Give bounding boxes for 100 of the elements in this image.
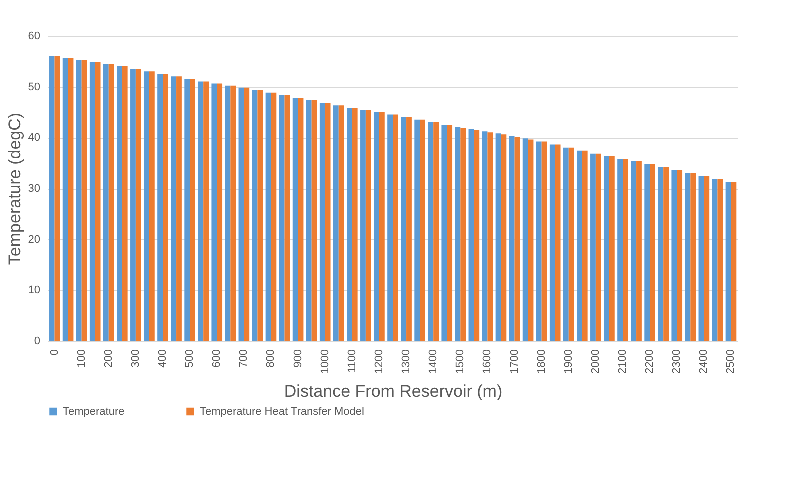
bar [590,154,596,341]
bar [726,182,732,341]
x-tick-label: 1900 [562,350,575,374]
bar [252,90,258,341]
bar [184,79,190,341]
x-tick-label: 2100 [617,350,629,374]
bar [163,74,168,341]
bar [90,62,96,341]
bar [596,154,602,341]
bar [136,69,142,341]
bar [62,58,68,341]
bar [536,142,542,341]
bar [650,164,656,341]
x-tick-label: 800 [265,350,278,368]
bar [718,179,724,341]
bar [474,130,480,341]
bar [501,134,507,341]
bar [244,88,250,341]
bar [434,122,439,341]
bar [406,117,412,341]
bar [563,148,569,341]
bar [393,114,398,341]
x-tick-label: 1300 [400,350,413,374]
bar [712,179,718,341]
y-tick-label: 40 [28,132,40,144]
bar [130,69,136,341]
y-tick-label: 60 [28,30,40,42]
bar [171,76,177,341]
bar [366,110,372,341]
bar [190,79,196,341]
bar [455,128,461,341]
bar [338,106,344,341]
x-tick-label: 1400 [428,350,440,374]
bar [374,112,380,341]
bar [144,72,150,341]
bar [618,159,623,341]
bar [306,100,312,341]
x-tick-label: 1100 [346,350,358,374]
bar [582,150,588,341]
bar [388,114,393,341]
bar [325,103,331,341]
bar [542,142,548,341]
bar [49,56,55,341]
bar [158,74,163,341]
bar [658,167,664,341]
bar [509,136,515,341]
bar [568,148,574,341]
x-tick-label: 2500 [725,350,738,374]
bar [447,124,453,341]
legend-label: Temperature [63,406,125,418]
bar [685,173,691,341]
bar [468,130,474,341]
bar [176,76,182,341]
x-tick-label: 2400 [698,350,710,374]
y-tick-label: 0 [34,336,40,348]
bar [550,144,556,341]
bar [698,176,704,341]
x-tick-label: 200 [102,350,115,368]
bar [664,167,669,341]
bar [68,58,74,341]
bar [238,88,244,341]
x-tick-label: 1600 [482,350,494,374]
bar [731,182,737,341]
x-tick-label: 1000 [319,350,332,374]
bar [103,64,109,341]
bar [271,92,277,341]
bar [631,162,637,341]
bar [266,92,272,341]
bar [352,108,358,341]
legend-label: Temperature Heat Transfer Model [200,406,364,418]
bar [528,140,534,341]
bar [360,110,366,341]
bar [704,176,710,341]
bar [217,84,223,341]
bar [122,66,128,341]
bar [482,132,488,341]
bar [95,62,101,341]
bar [555,144,561,341]
bar [198,82,204,341]
bar [230,86,236,341]
bar [320,103,326,341]
bar [333,106,339,341]
bar [54,56,60,341]
bar [212,84,218,341]
bar [284,95,290,341]
bar [108,64,114,341]
bar [204,82,209,341]
y-tick-label: 30 [28,183,40,195]
bar [258,90,264,341]
x-tick-label: 2000 [590,350,602,374]
bar [292,98,298,341]
bar [401,117,407,341]
y-tick-label: 20 [28,234,40,246]
bar [379,112,385,341]
x-axis-title: Distance From Reservoir (m) [284,382,503,401]
x-tick-label: 100 [76,350,88,368]
bar [690,173,696,341]
x-tick-label: 600 [211,350,224,368]
bar [414,120,420,341]
bar [460,128,466,341]
